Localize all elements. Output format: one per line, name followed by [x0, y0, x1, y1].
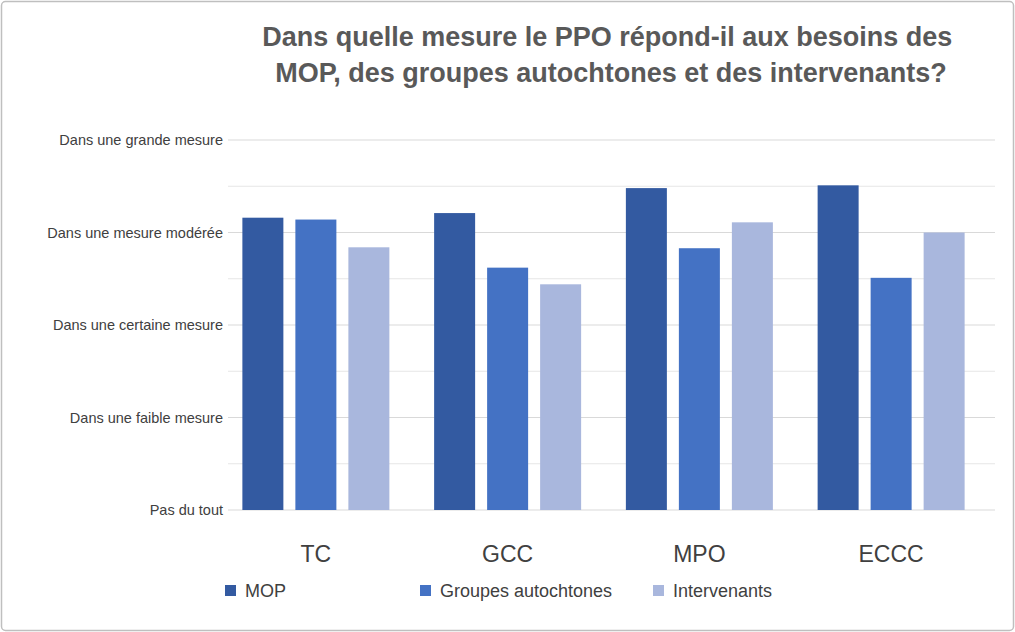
legend-swatch	[420, 585, 431, 596]
x-tick-label: GCC	[482, 541, 533, 567]
y-tick-label: Dans une grande mesure	[59, 132, 223, 148]
legend-swatch	[225, 585, 236, 596]
legend-label: MOP	[245, 581, 286, 601]
bar	[295, 220, 336, 510]
bar	[871, 278, 912, 510]
bar	[540, 284, 581, 510]
x-tick-label: MPO	[673, 541, 725, 567]
legend-label: Intervenants	[673, 581, 772, 601]
minor-grid-line	[228, 186, 995, 187]
y-tick-label: Dans une certaine mesure	[53, 317, 223, 333]
y-tick-label: Dans une mesure modérée	[47, 225, 223, 241]
chart: Dans quelle mesure le PPO répond-il aux …	[0, 0, 1015, 632]
title: Dans quelle mesure le PPO répond-il aux …	[262, 22, 960, 88]
y-tick-label: Pas du tout	[150, 502, 223, 518]
bar	[818, 185, 859, 510]
x-tick-label: TC	[301, 541, 332, 567]
bar	[626, 188, 667, 510]
bar	[487, 268, 528, 510]
legend-label: Groupes autochtones	[440, 581, 612, 601]
bar	[348, 247, 389, 510]
bar	[434, 213, 475, 510]
grid-line	[228, 140, 995, 141]
bar	[732, 222, 773, 510]
legend-swatch	[653, 585, 664, 596]
bar	[924, 233, 965, 511]
bar	[242, 218, 283, 510]
y-tick-label: Dans une faible mesure	[70, 410, 223, 426]
grid-line	[228, 232, 995, 233]
frame	[2, 2, 1014, 631]
chart-container: Dans quelle mesure le PPO répond-il aux …	[0, 0, 1015, 632]
bars	[242, 185, 964, 510]
x-tick-label: ECCC	[859, 541, 924, 567]
bar	[679, 248, 720, 510]
